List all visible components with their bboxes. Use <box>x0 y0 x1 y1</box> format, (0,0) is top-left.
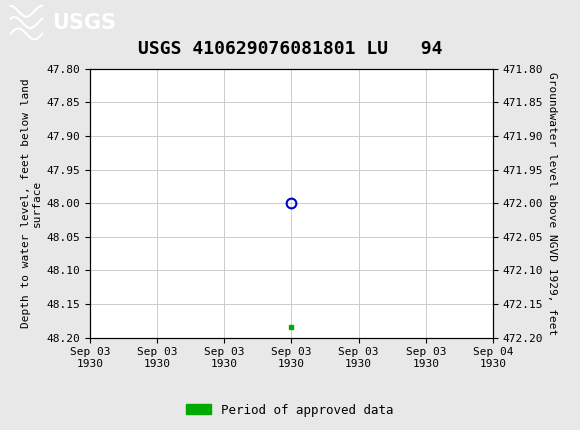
Text: USGS: USGS <box>52 12 116 33</box>
Text: USGS 410629076081801 LU   94: USGS 410629076081801 LU 94 <box>138 40 442 58</box>
Y-axis label: Groundwater level above NGVD 1929, feet: Groundwater level above NGVD 1929, feet <box>548 71 557 335</box>
Legend: Period of approved data: Period of approved data <box>181 399 399 421</box>
Y-axis label: Depth to water level, feet below land
surface: Depth to water level, feet below land su… <box>21 78 42 328</box>
